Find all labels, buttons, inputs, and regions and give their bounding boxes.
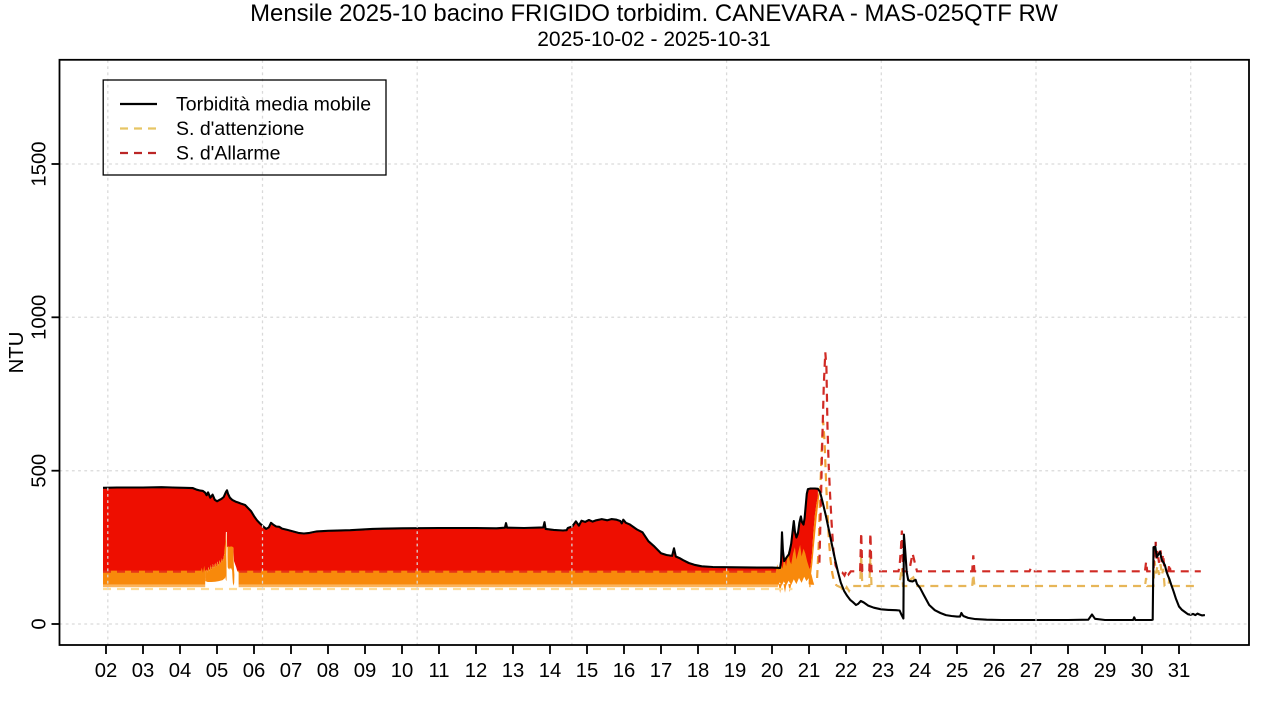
svg-text:10: 10: [391, 660, 414, 682]
svg-text:18: 18: [687, 660, 710, 682]
svg-text:26: 26: [983, 660, 1006, 682]
svg-text:21: 21: [798, 660, 821, 682]
svg-text:20: 20: [761, 660, 784, 682]
svg-text:05: 05: [206, 660, 229, 682]
svg-text:S. d'attenzione: S. d'attenzione: [176, 118, 304, 140]
svg-text:25: 25: [946, 660, 969, 682]
svg-text:30: 30: [1131, 660, 1154, 682]
svg-text:23: 23: [872, 660, 895, 682]
svg-text:NTU: NTU: [6, 332, 28, 374]
svg-text:16: 16: [613, 660, 636, 682]
svg-text:22: 22: [835, 660, 858, 682]
svg-text:17: 17: [650, 660, 673, 682]
svg-text:0: 0: [29, 618, 51, 629]
svg-text:28: 28: [1057, 660, 1080, 682]
svg-text:14: 14: [539, 660, 562, 682]
svg-text:09: 09: [354, 660, 377, 682]
svg-text:13: 13: [502, 660, 525, 682]
svg-text:15: 15: [576, 660, 599, 682]
svg-text:2025-10-02 - 2025-10-31: 2025-10-02 - 2025-10-31: [537, 28, 771, 51]
svg-text:1000: 1000: [29, 295, 51, 340]
svg-text:03: 03: [132, 660, 155, 682]
svg-text:04: 04: [169, 660, 192, 682]
svg-text:12: 12: [465, 660, 488, 682]
svg-text:500: 500: [29, 454, 51, 488]
svg-text:08: 08: [317, 660, 340, 682]
svg-text:29: 29: [1094, 660, 1117, 682]
svg-text:24: 24: [909, 660, 932, 682]
svg-text:06: 06: [243, 660, 266, 682]
svg-text:19: 19: [724, 660, 747, 682]
svg-text:07: 07: [280, 660, 303, 682]
svg-text:Mensile 2025-10 bacino FRIGIDO: Mensile 2025-10 bacino FRIGIDO torbidim.…: [250, 0, 1058, 27]
svg-text:11: 11: [428, 660, 449, 682]
svg-text:Torbidità media mobile: Torbidità media mobile: [176, 94, 371, 116]
svg-text:31: 31: [1168, 660, 1191, 682]
svg-text:1500: 1500: [29, 141, 51, 186]
svg-text:S. d'Allarme: S. d'Allarme: [176, 143, 281, 165]
svg-text:27: 27: [1020, 660, 1043, 682]
svg-text:02: 02: [95, 660, 118, 682]
